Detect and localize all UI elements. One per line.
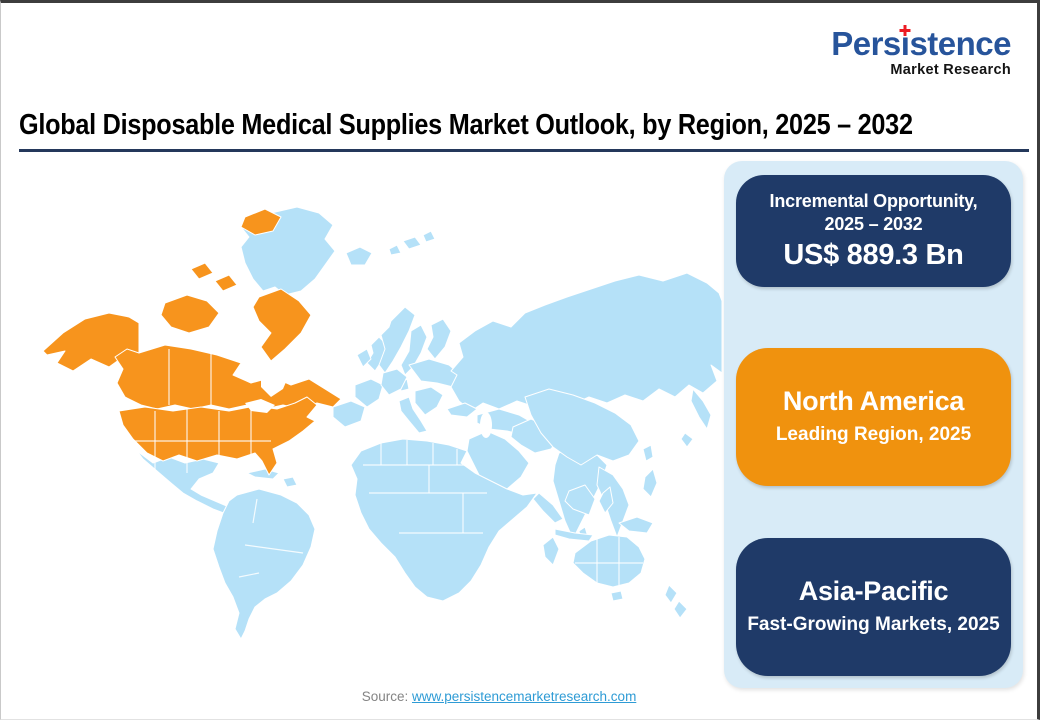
- logo-brand: Pers ıstence: [831, 25, 1011, 62]
- logo-brand-post: stence: [909, 25, 1011, 62]
- card-asia-pacific: Asia-Pacific Fast-Growing Markets, 2025: [736, 538, 1011, 676]
- country-borders: [127, 349, 643, 585]
- logo-cross-icon: [899, 25, 911, 36]
- opportunity-label-line2: 2025 – 2032: [824, 214, 923, 234]
- source-label: Source:: [361, 689, 409, 704]
- source-link[interactable]: www.persistencemarketresearch.com: [411, 689, 637, 704]
- logo-brand-i: ı: [899, 25, 911, 62]
- card-incremental-opportunity: Incremental Opportunity, 2025 – 2032 US$…: [736, 175, 1011, 287]
- region-subtitle: Leading Region, 2025: [775, 424, 972, 446]
- world-map: [42, 206, 723, 640]
- header: Global Disposable Medical Supplies Marke…: [19, 109, 1029, 152]
- opportunity-label-line1: Incremental Opportunity,: [769, 190, 978, 211]
- source-line: Source: www.persistencemarketresearch.co…: [1, 689, 997, 704]
- region-title: North America: [782, 386, 965, 417]
- info-panel: Incremental Opportunity, 2025 – 2032 US$…: [724, 161, 1023, 688]
- lakes: [245, 365, 492, 438]
- page-title: Global Disposable Medical Supplies Marke…: [19, 109, 913, 141]
- title-underline: [19, 149, 1029, 152]
- region-subtitle: Fast-Growing Markets, 2025: [747, 614, 1000, 636]
- region-title: Asia-Pacific: [798, 576, 949, 607]
- logo-brand-pre: Pers: [831, 25, 901, 62]
- logo-tagline: Market Research: [890, 62, 1011, 78]
- world-landmass: [136, 206, 723, 640]
- card-north-america: North America Leading Region, 2025: [736, 348, 1011, 486]
- opportunity-value: US$ 889.3 Bn: [783, 239, 964, 272]
- region-north-america: [42, 208, 342, 476]
- brand-logo: Pers ıstence Market Research: [831, 25, 1011, 78]
